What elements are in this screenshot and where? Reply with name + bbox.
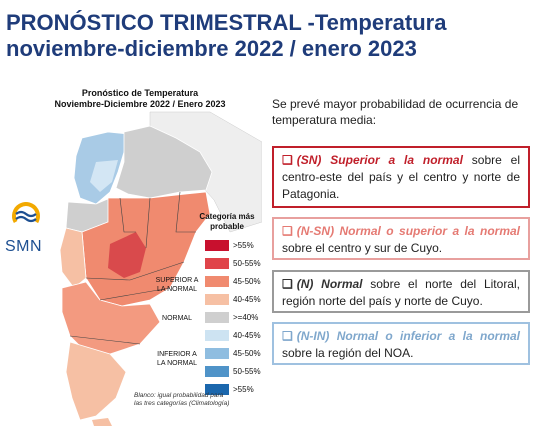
checkbox-icon: ❑ xyxy=(282,224,293,238)
legend-label: 40-45% xyxy=(233,295,261,304)
map-title-line1: Pronóstico de Temperatura xyxy=(81,88,199,98)
legend-swatch-in-55 xyxy=(205,384,229,395)
forecast-box-text: sobre la región del NOA. xyxy=(282,346,414,360)
legend-swatch-in-50 xyxy=(205,366,229,377)
intro-text: Se prevé mayor probabilidad de ocurrenci… xyxy=(272,97,519,127)
forecast-box-normal-superior: ❑ (N-SN) Normal o superior a la normal so… xyxy=(272,217,530,260)
page-title: PRONÓSTICO TRIMESTRAL -Temperatura novie… xyxy=(6,10,536,62)
legend-label: >=40% xyxy=(233,313,259,322)
region-noa-light xyxy=(90,160,118,192)
legend-label: 40-45% xyxy=(233,331,261,340)
province-lines xyxy=(69,191,196,345)
map-note-line1: Blanco: igual probabilidad para xyxy=(134,392,224,399)
legend-swatch-in-45 xyxy=(205,348,229,359)
legend-label: 50-55% xyxy=(233,367,261,376)
legend-swatch-sn-40 xyxy=(205,294,229,305)
forecast-box-label: (N-SN) Normal o superior a la normal xyxy=(296,224,520,238)
legend-label: 50-55% xyxy=(233,259,261,268)
map-note-line2: las tres categorías (Climatología) xyxy=(134,400,230,407)
legend-group-superior-line2: LA NORMAL xyxy=(156,286,198,293)
forecast-box-label: (N-IN) Normal o inferior a la normal xyxy=(296,329,520,343)
legend-group-superior-line1: SUPERIOR A xyxy=(155,277,199,284)
legend-label: 45-50% xyxy=(233,349,261,358)
smn-logo-icon xyxy=(12,202,40,230)
region-north-normal xyxy=(115,125,213,199)
legend-swatch-sn-50 xyxy=(205,258,229,269)
region-patagonia-north xyxy=(61,281,161,355)
region-center-dark xyxy=(108,232,146,278)
legend-group-normal-text: NORMAL xyxy=(162,315,192,322)
checkbox-icon: ❑ xyxy=(282,153,293,167)
smn-logo-text: SMN xyxy=(5,238,43,255)
map-title: Pronóstico de Temperatura Noviembre-Dici… xyxy=(20,88,260,110)
legend-group-inferior-line1: INFERIOR A xyxy=(157,351,197,358)
forecast-box-label: (SN) Superior a la normal xyxy=(296,153,463,167)
legend-group-normal: NORMAL xyxy=(150,314,204,323)
checkbox-icon: ❑ xyxy=(282,277,293,291)
legend-group-inferior: INFERIOR A LA NORMAL xyxy=(150,350,204,368)
argentina-forecast-map xyxy=(59,111,262,426)
legend-swatch-sn-55 xyxy=(205,240,229,251)
forecast-box-label: (N) Normal xyxy=(296,277,363,291)
page-title-line2: noviembre-diciembre 2022 / enero 2023 xyxy=(6,36,417,61)
forecast-box-superior: ❑ (SN) Superior a la normal sobre el cent… xyxy=(272,146,530,208)
legend-group-inferior-line2: LA NORMAL xyxy=(156,360,198,367)
legend-label: >55% xyxy=(233,241,254,250)
legend-swatch-normal xyxy=(205,312,229,323)
map-note: Blanco: igual probabilidad para las tres… xyxy=(134,392,262,408)
forecast-box-normal-inferior: ❑ (N-IN) Normal o inferior a la normal so… xyxy=(272,322,530,365)
forecast-box-normal: ❑ (N) Normal sobre el norte del Litoral, … xyxy=(272,270,530,313)
region-cuyo-south xyxy=(59,227,87,289)
map-panel: Pronóstico de Temperatura Noviembre-Dici… xyxy=(0,82,262,427)
legend-swatch-in-40 xyxy=(205,330,229,341)
checkbox-icon: ❑ xyxy=(282,329,293,343)
legend-label: >55% xyxy=(233,385,254,394)
legend: Categoría más probable >55% 50-55% 45-50… xyxy=(150,212,262,412)
map-title-line2: Noviembre-Diciembre 2022 / Enero 2023 xyxy=(54,99,226,109)
legend-title-line2: probable xyxy=(210,222,244,231)
region-tierra-del-fuego xyxy=(92,418,112,426)
legend-label: 45-50% xyxy=(233,277,261,286)
legend-title-line1: Categoría más xyxy=(199,212,255,221)
forecast-box-text: sobre el norte del Litoral, región norte… xyxy=(282,277,520,308)
legend-title: Categoría más probable xyxy=(192,212,262,232)
forecast-box-text: sobre el centro y sur de Cuyo. xyxy=(282,241,443,255)
legend-group-superior: SUPERIOR A LA NORMAL xyxy=(150,276,204,294)
legend-swatch-sn-45 xyxy=(205,276,229,287)
page-title-line1: PRONÓSTICO TRIMESTRAL -Temperatura xyxy=(6,10,447,35)
forecast-box-text: sobre el centro-este del país y el centr… xyxy=(282,153,521,201)
region-patagonia-south xyxy=(65,341,127,421)
